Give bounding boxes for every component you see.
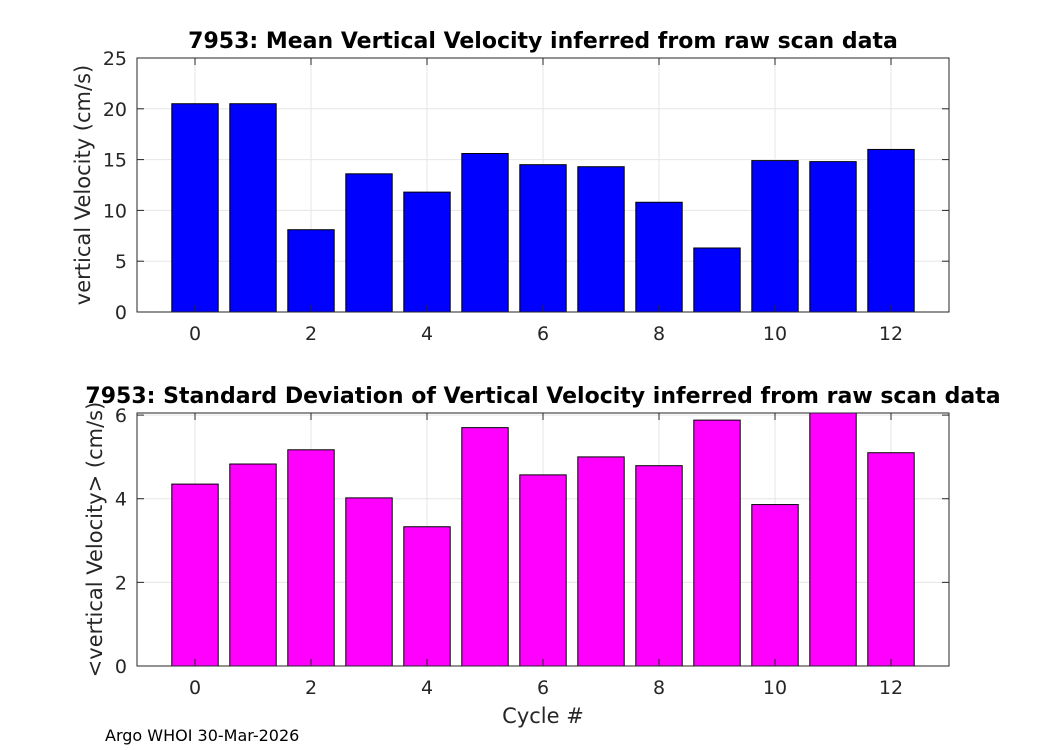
std-velocity-x-tick-label: 12 [879, 677, 903, 699]
mean-velocity-x-tick-label: 4 [421, 323, 433, 345]
mean-velocity-bar-2 [287, 229, 335, 313]
std-velocity-bar-3 [345, 497, 393, 667]
std-velocity-x-tick-label: 10 [763, 677, 787, 699]
std-velocity-bar-12 [867, 452, 915, 667]
std-velocity-chart-title: 7953: Standard Deviation of Vertical Vel… [85, 384, 1000, 409]
mean-velocity-x-tick-label: 6 [537, 323, 549, 345]
mean-velocity-bar-10 [751, 160, 799, 313]
mean-velocity-bar-4 [403, 191, 451, 313]
std-velocity-x-tick-label: 4 [421, 677, 433, 699]
std-velocity-x-tick-label: 6 [537, 677, 549, 699]
std-velocity-bar-11 [809, 412, 857, 667]
mean-velocity-y-tick-label: 10 [103, 200, 127, 222]
std-velocity-bar-10 [751, 504, 799, 667]
std-velocity-y-axis-label: <vertical Velocity> (cm/s) [83, 402, 107, 678]
std-velocity-bar-4 [403, 526, 451, 667]
mean-velocity-bar-9 [693, 247, 741, 313]
std-velocity-bar-1 [229, 463, 277, 667]
std-velocity-y-tick-label: 0 [115, 656, 127, 678]
std-velocity-chart: 0 2 4 6 8 10 12 0 2 4 6 7953: Standard Deviation o… [83, 384, 1001, 728]
mean-velocity-x-tick-label: 2 [305, 323, 317, 345]
mean-velocity-bar-12 [867, 148, 915, 313]
mean-velocity-y-tick-label: 20 [103, 99, 127, 121]
mean-velocity-bar-7 [577, 166, 625, 313]
std-velocity-x-axis-label: Cycle # [502, 704, 584, 728]
mean-velocity-y-tick-label: 0 [115, 302, 127, 324]
std-velocity-bar-6 [519, 474, 567, 667]
mean-velocity-chart: 0 2 4 6 8 10 12 0 5 10 15 20 25 7953: Mean Vertical … [71, 29, 950, 345]
mean-velocity-bar-1 [229, 103, 277, 313]
mean-velocity-y-tick-label: 15 [103, 150, 127, 172]
mean-velocity-x-tick-label: 12 [879, 323, 903, 345]
mean-velocity-bar-8 [635, 201, 683, 313]
footer-note: Argo WHOI 30-Mar-2026 [105, 726, 299, 745]
std-velocity-bar-2 [287, 449, 335, 667]
std-velocity-y-tick-label: 2 [115, 572, 127, 594]
std-velocity-y-tick-label: 4 [115, 489, 127, 511]
std-velocity-bar-7 [577, 456, 625, 667]
std-velocity-bar-0 [171, 483, 219, 667]
mean-velocity-bar-6 [519, 164, 567, 313]
std-velocity-ticks: 0 2 4 6 8 10 12 0 2 4 6 [115, 405, 949, 699]
std-velocity-y-tick-label: 6 [115, 405, 127, 427]
mean-velocity-y-tick-label: 25 [103, 48, 127, 70]
mean-velocity-chart-title: 7953: Mean Vertical Velocity inferred fr… [188, 29, 898, 54]
std-velocity-bar-8 [635, 465, 683, 667]
mean-velocity-x-tick-label: 8 [653, 323, 665, 345]
mean-velocity-y-axis-label: vertical Velocity (cm/s) [71, 65, 95, 305]
std-velocity-bar-5 [461, 427, 509, 667]
std-velocity-bar-9 [693, 419, 741, 667]
mean-velocity-bar-5 [461, 153, 509, 313]
mean-velocity-x-tick-label: 10 [763, 323, 787, 345]
mean-velocity-bar-3 [345, 173, 393, 313]
mean-velocity-y-tick-label: 5 [115, 251, 127, 273]
std-velocity-x-tick-label: 8 [653, 677, 665, 699]
mean-velocity-x-tick-label: 0 [189, 323, 201, 345]
std-velocity-x-tick-label: 2 [305, 677, 317, 699]
mean-velocity-bar-0 [171, 103, 219, 313]
mean-velocity-bar-11 [809, 161, 857, 313]
mean-velocity-ticks: 0 2 4 6 8 10 12 0 5 10 15 20 25 [103, 48, 949, 345]
std-velocity-x-tick-label: 0 [189, 677, 201, 699]
mean-velocity-bars [171, 103, 915, 313]
